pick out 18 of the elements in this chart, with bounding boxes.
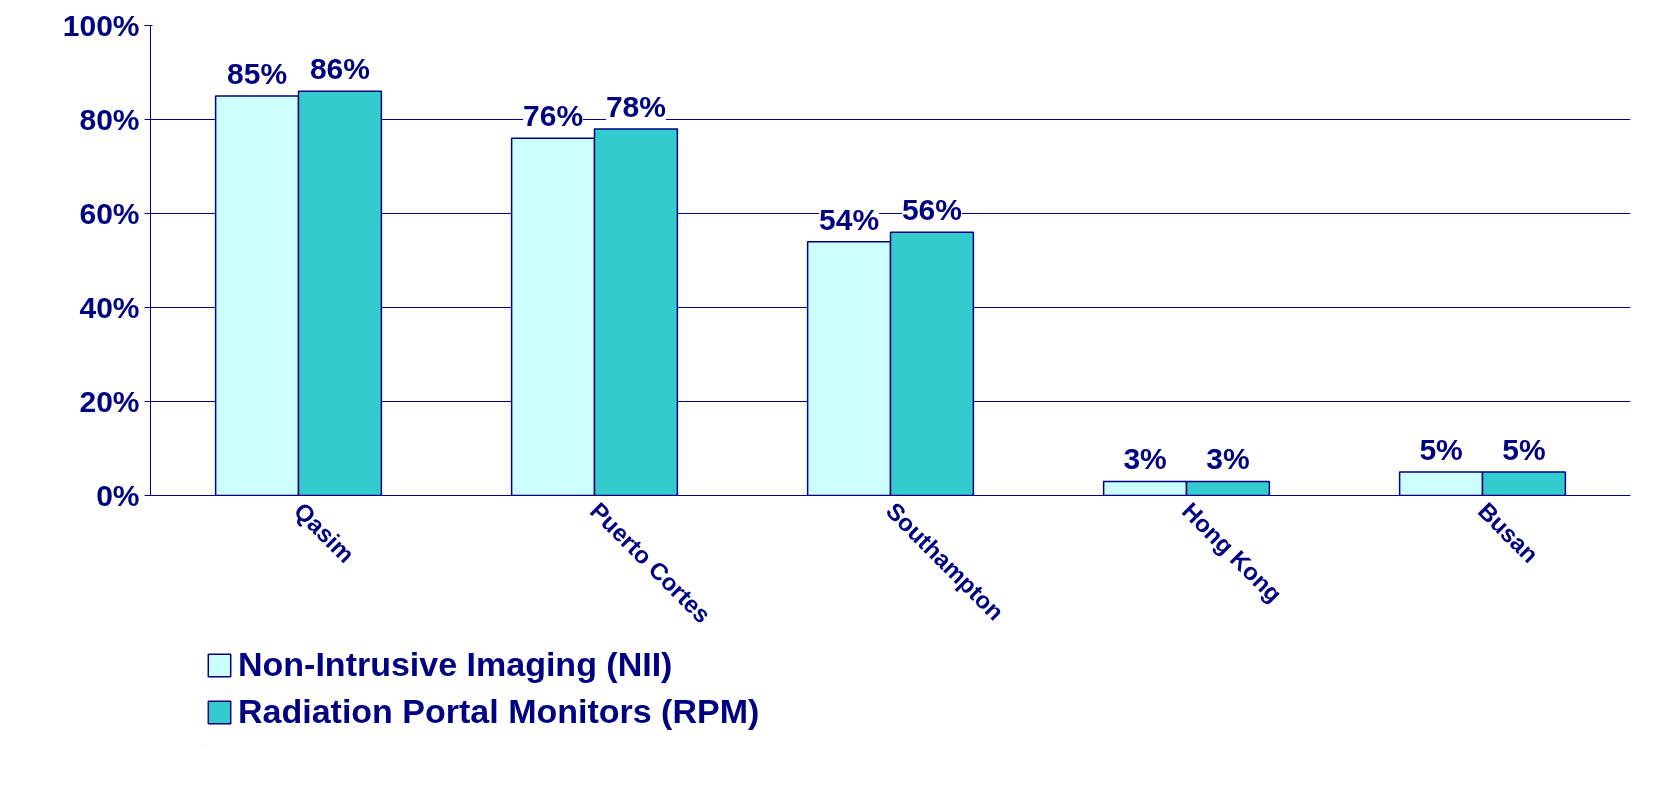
- y-tick-label: 40%: [79, 291, 140, 324]
- text: 5%: [1502, 433, 1546, 466]
- y-tick-label: 100%: [62, 9, 140, 42]
- legend-label: Non-Intrusive Imaging (NII): [238, 645, 673, 684]
- text: 3%: [1206, 442, 1250, 476]
- text: 5%: [1419, 433, 1463, 466]
- y-tick-label: 60%: [79, 197, 140, 230]
- y-tick-label: 80%: [79, 103, 140, 136]
- text: 85%: [227, 57, 288, 90]
- text: 78%: [605, 89, 666, 123]
- text: 86%: [309, 52, 370, 86]
- legend-label: Radiation Portal Monitors (RPM): [238, 692, 760, 731]
- y-tick-label: 20%: [79, 385, 140, 418]
- text: 56%: [901, 193, 962, 227]
- text: 54%: [819, 202, 880, 236]
- text: 3%: [1123, 442, 1167, 476]
- y-tick-label: 0%: [96, 479, 140, 512]
- text: 76%: [523, 99, 584, 133]
